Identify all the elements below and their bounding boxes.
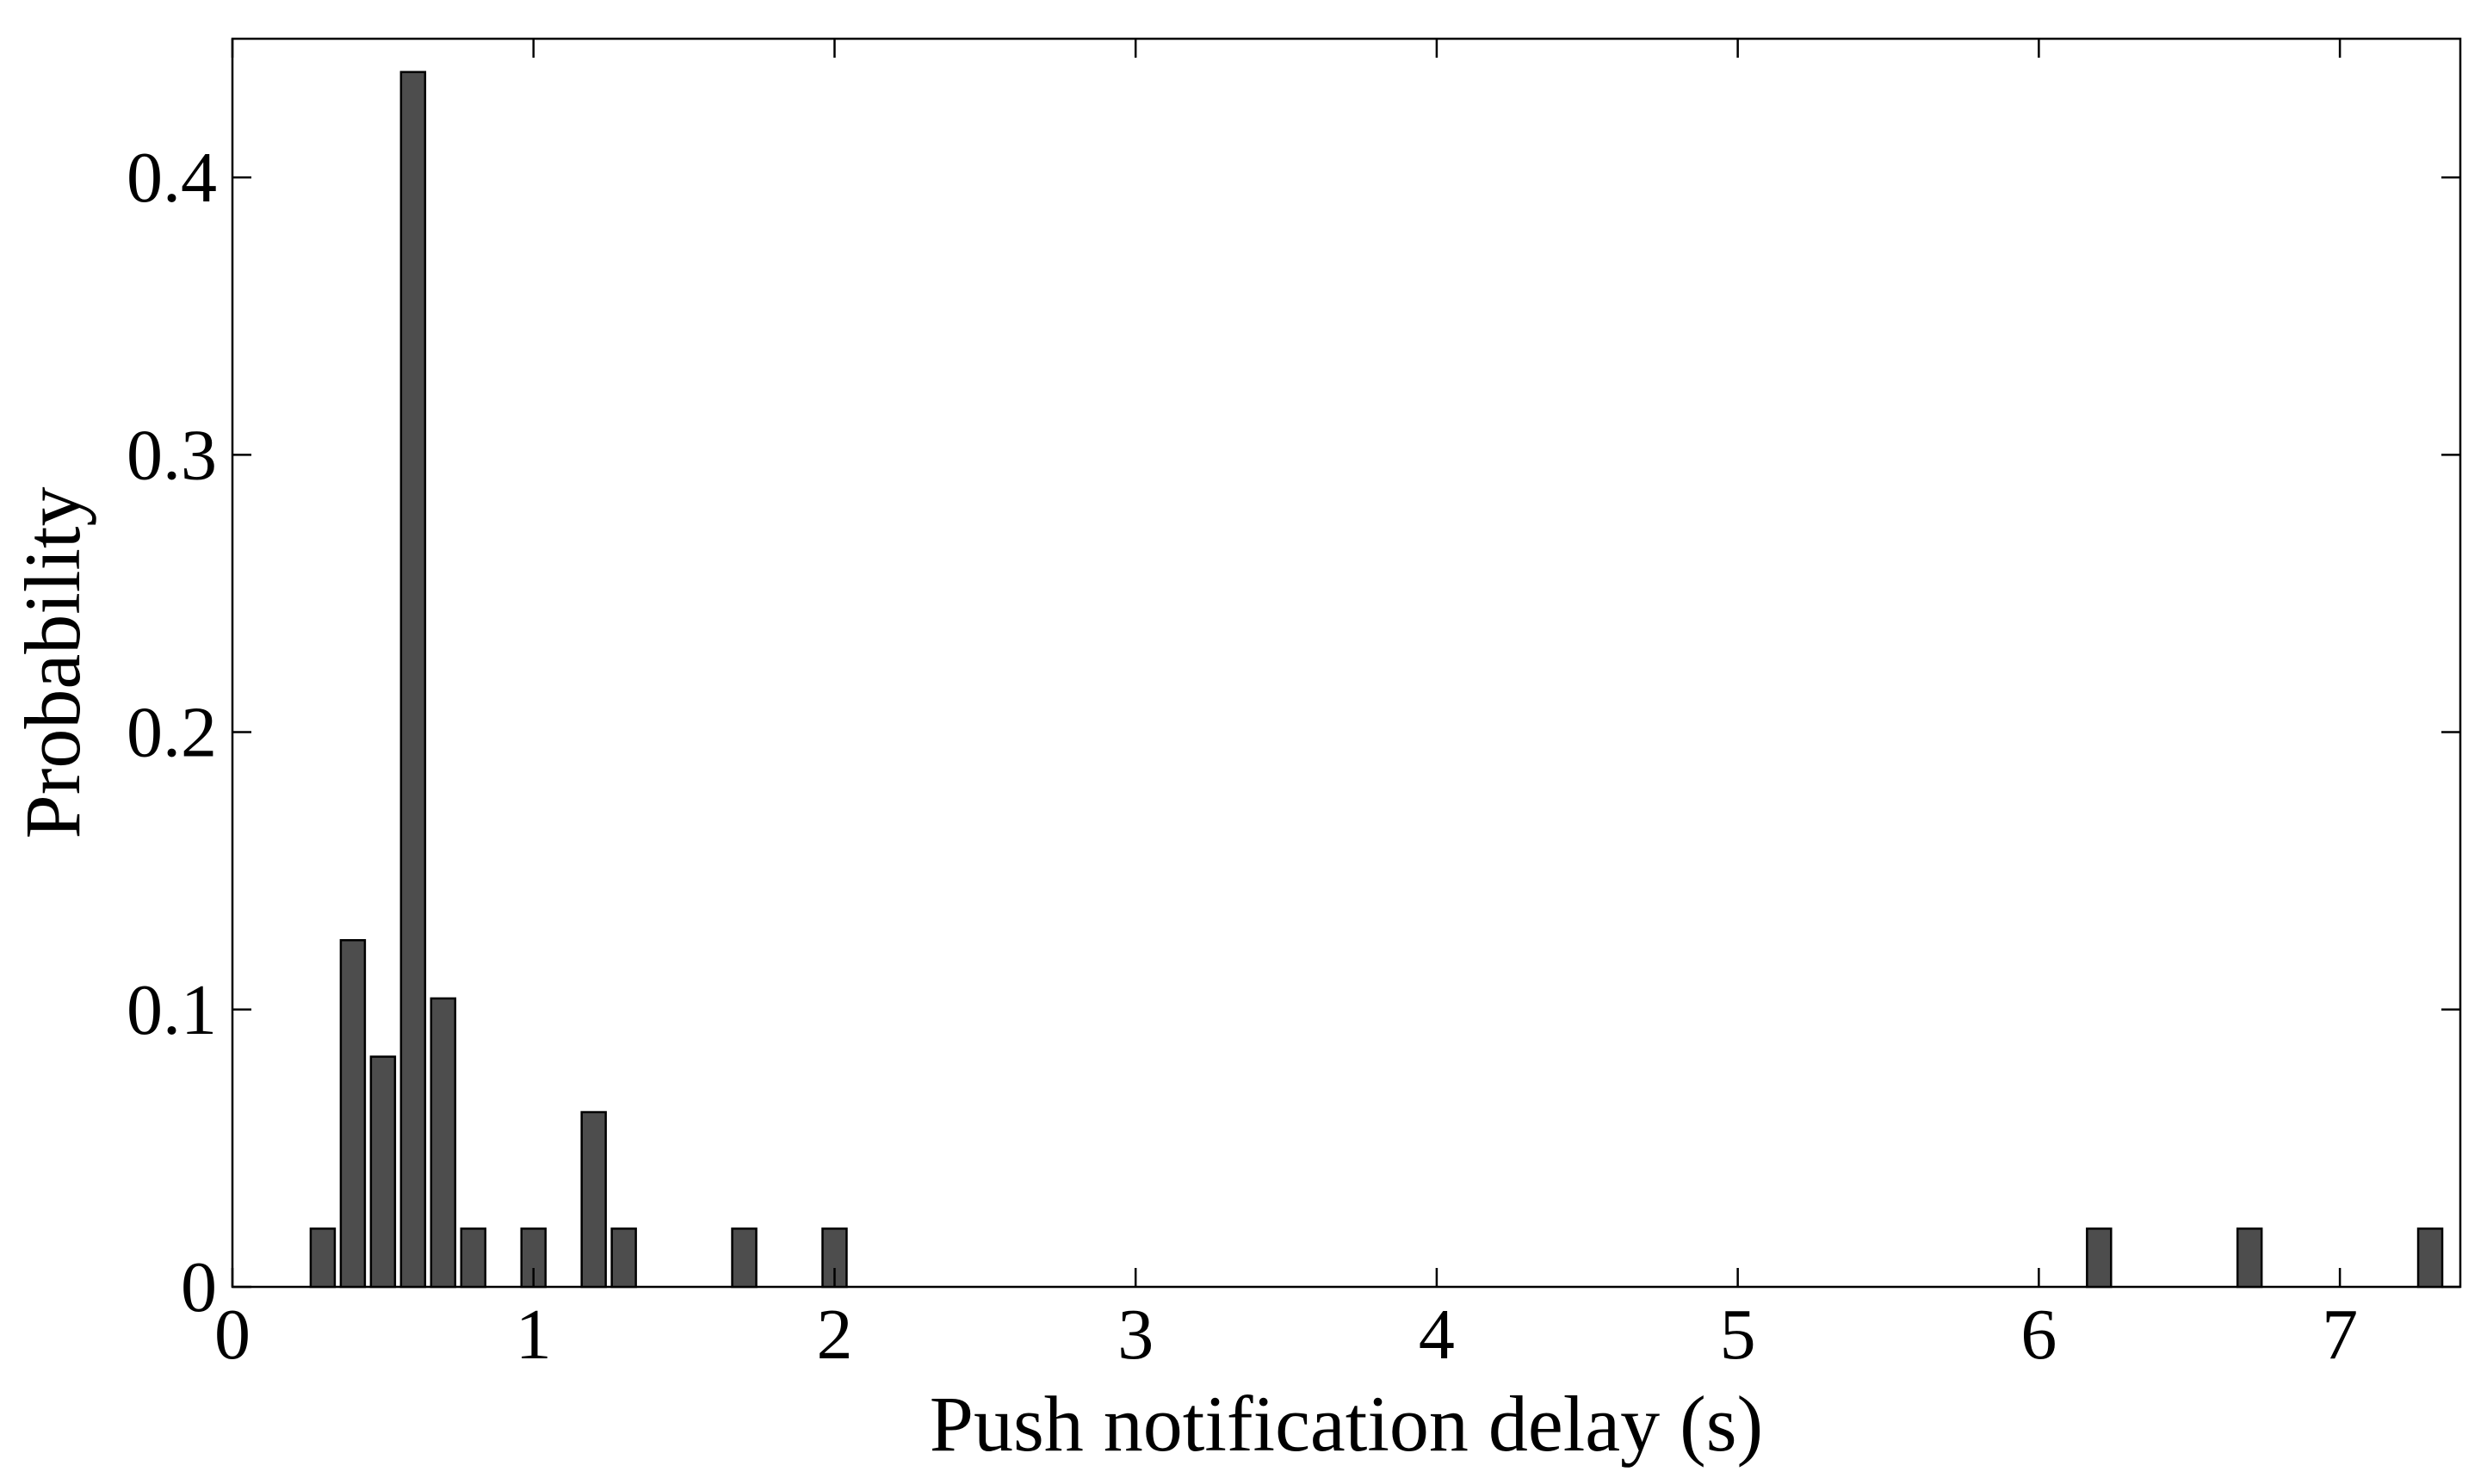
bar: [399, 71, 427, 1289]
y-tick-label: 0.2: [127, 693, 217, 773]
bar: [430, 997, 457, 1289]
x-tick-label: 4: [1419, 1295, 1455, 1375]
bars-group: [309, 71, 2444, 1289]
y-tick-label: 0: [181, 1247, 217, 1327]
x-tick-label: 2: [816, 1295, 852, 1375]
x-tick-label: 0: [214, 1295, 251, 1375]
y-tick-label: 0.1: [127, 970, 217, 1050]
x-ticks-group: 0 1 2 3 4 5 6 7: [214, 39, 2358, 1375]
bar: [731, 1227, 758, 1289]
y-tick-label: 0.3: [127, 415, 217, 495]
bar: [580, 1110, 607, 1289]
y-tick-label: 0.4: [127, 138, 217, 218]
y-ticks-group: 0 0.1 0.2 0.3 0.4: [127, 138, 2460, 1327]
plot-area: [231, 37, 2462, 1289]
x-tick-label: 3: [1117, 1295, 1154, 1375]
bar: [339, 938, 367, 1289]
bar: [2416, 1227, 2444, 1289]
x-tick-label: 6: [2020, 1295, 2057, 1375]
bar: [2086, 1227, 2113, 1289]
bar: [309, 1227, 337, 1289]
bar: [610, 1227, 637, 1289]
y-axis-label: Probability: [9, 487, 96, 839]
x-tick-label: 5: [1720, 1295, 1756, 1375]
bar: [2236, 1227, 2263, 1289]
x-axis-label: Push notification delay (s): [930, 1380, 1763, 1468]
x-tick-label: 1: [516, 1295, 552, 1375]
bar: [369, 1055, 397, 1289]
x-tick-label: 7: [2322, 1295, 2358, 1375]
bar: [460, 1227, 487, 1289]
